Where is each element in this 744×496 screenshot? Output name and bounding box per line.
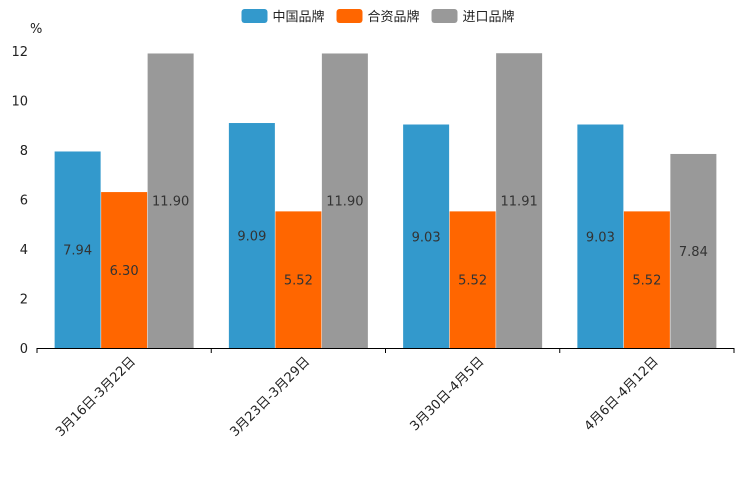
y-tick-label: 4 bbox=[20, 243, 28, 258]
bar-value-label: 5.52 bbox=[284, 274, 313, 289]
legend: 中国品牌 合资品牌 进口品牌 bbox=[241, 9, 515, 25]
bar bbox=[449, 211, 496, 348]
bar-value-label: 5.52 bbox=[632, 274, 661, 289]
bar bbox=[403, 124, 450, 348]
bar-value-label: 7.94 bbox=[63, 244, 92, 259]
bar bbox=[147, 53, 194, 348]
bar bbox=[623, 211, 670, 348]
legend-swatch bbox=[431, 9, 458, 23]
bar bbox=[275, 211, 322, 348]
bar bbox=[54, 151, 101, 348]
legend-swatch bbox=[241, 9, 268, 23]
bar-value-label: 9.09 bbox=[237, 230, 266, 245]
bars: 7.94 6.30 11.90 9.09 5.52 11.90 9.03 5.52 11.91 9… bbox=[54, 53, 717, 349]
legend-swatch bbox=[336, 9, 363, 23]
y-tick-label: 8 bbox=[20, 144, 28, 159]
bar-value-label: 9.03 bbox=[412, 230, 441, 245]
legend-label: 进口品牌 bbox=[463, 9, 515, 25]
y-tick-label: 10 bbox=[11, 95, 28, 110]
legend-label: 合资品牌 bbox=[368, 9, 420, 25]
bar-value-label: 7.84 bbox=[679, 245, 708, 260]
bar bbox=[496, 53, 543, 348]
y-tick-label: 0 bbox=[20, 342, 28, 357]
y-tick-label: 6 bbox=[20, 194, 28, 209]
x-tick-label: 4月6日-4月12日 bbox=[582, 354, 662, 434]
bar bbox=[228, 123, 275, 349]
bar bbox=[321, 53, 368, 348]
x-tick-label: 3月16日-3月22日 bbox=[53, 354, 139, 440]
x-tick-label: 3月23日-3月29日 bbox=[227, 354, 313, 440]
y-axis-unit-label: % bbox=[30, 22, 42, 37]
bar-value-label: 9.03 bbox=[586, 230, 615, 245]
bar-value-label: 11.90 bbox=[152, 195, 189, 210]
y-tick-label: 2 bbox=[20, 293, 28, 308]
bar-value-label: 11.90 bbox=[326, 195, 363, 210]
bar-value-label: 5.52 bbox=[458, 274, 487, 289]
bar bbox=[101, 192, 148, 348]
legend-label: 中国品牌 bbox=[273, 9, 325, 25]
bar bbox=[670, 153, 717, 348]
x-axis: 3月16日-3月22日 3月23日-3月29日 3月30日-4月5日 4月6日-4月1… bbox=[36, 348, 735, 440]
bar bbox=[577, 124, 624, 348]
x-tick-label: 3月30日-4月5日 bbox=[408, 354, 488, 434]
y-axis: 0 2 4 6 8 10 12 bbox=[11, 45, 28, 357]
bar-value-label: 11.91 bbox=[501, 195, 538, 210]
y-tick-label: 12 bbox=[11, 45, 28, 60]
bar-value-label: 6.30 bbox=[110, 264, 139, 279]
